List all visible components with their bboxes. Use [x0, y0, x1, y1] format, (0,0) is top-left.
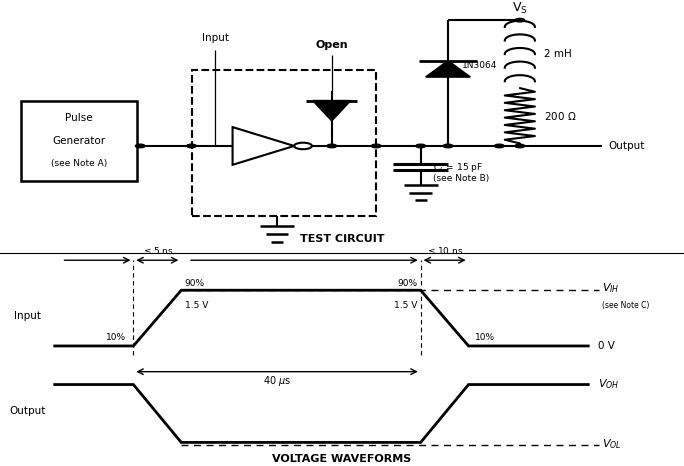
Text: $C_L$ = 15 pF: $C_L$ = 15 pF [433, 162, 483, 174]
Circle shape [495, 144, 504, 148]
Polygon shape [425, 61, 471, 77]
Text: Output: Output [609, 141, 645, 151]
Text: $\leq$10 ns: $\leq$10 ns [426, 245, 463, 256]
Text: 1.5 V: 1.5 V [394, 301, 417, 309]
Polygon shape [233, 127, 294, 165]
Text: Input: Input [202, 33, 229, 43]
Text: VOLTAGE WAVEFORMS: VOLTAGE WAVEFORMS [272, 454, 412, 464]
Circle shape [515, 144, 525, 148]
Text: 1N3064: 1N3064 [462, 61, 497, 70]
Text: Input: Input [14, 311, 41, 321]
Text: Pulse: Pulse [65, 113, 92, 123]
Text: $\mathregular{V_S}$: $\mathregular{V_S}$ [512, 1, 528, 16]
Text: (see Note B): (see Note B) [433, 173, 489, 183]
Circle shape [371, 144, 381, 148]
Text: Generator: Generator [52, 136, 105, 146]
Text: TEST CIRCUIT: TEST CIRCUIT [300, 234, 384, 244]
Circle shape [135, 144, 145, 148]
Text: (see Note C): (see Note C) [602, 301, 649, 310]
Text: 40 $\mu$s: 40 $\mu$s [263, 374, 291, 388]
Text: 90%: 90% [185, 279, 205, 288]
Text: 10%: 10% [475, 333, 495, 342]
Text: Output: Output [9, 406, 46, 416]
Circle shape [294, 143, 312, 149]
Text: 0 V: 0 V [598, 341, 616, 351]
Bar [192, 70, 376, 216]
Text: 90%: 90% [397, 279, 417, 288]
Text: Open: Open [315, 40, 348, 50]
Circle shape [515, 18, 525, 22]
Polygon shape [313, 101, 350, 121]
Bar [21, 101, 137, 181]
Text: (see Note A): (see Note A) [51, 159, 107, 168]
Text: $V_{OH}$: $V_{OH}$ [598, 377, 620, 391]
Circle shape [443, 144, 453, 148]
Text: $V_{IH}$: $V_{IH}$ [602, 281, 620, 295]
Text: $\leq$5 ns: $\leq$5 ns [142, 245, 173, 256]
Circle shape [187, 144, 196, 148]
Circle shape [327, 144, 337, 148]
Text: 1.5 V: 1.5 V [185, 301, 208, 309]
Text: 2 mH: 2 mH [544, 49, 572, 59]
Text: $V_{OL}$: $V_{OL}$ [602, 438, 622, 452]
Circle shape [416, 144, 425, 148]
Text: 200 $\Omega$: 200 $\Omega$ [544, 110, 577, 122]
Text: 10%: 10% [107, 333, 127, 342]
